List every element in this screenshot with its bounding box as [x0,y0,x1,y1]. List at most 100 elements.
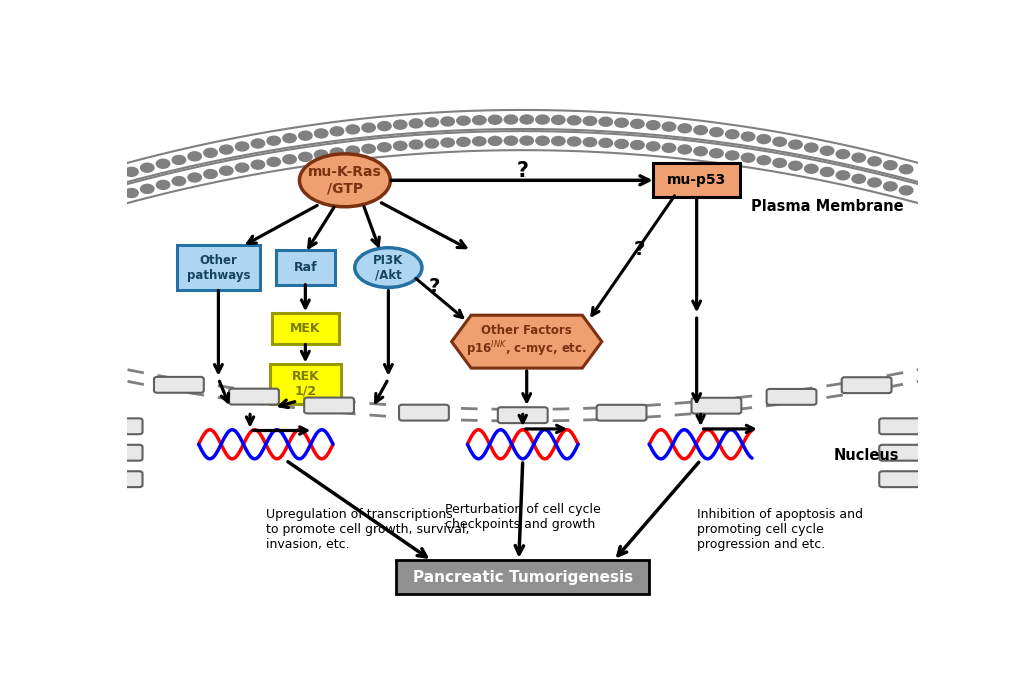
Circle shape [678,124,691,133]
Ellipse shape [355,248,422,287]
Circle shape [187,152,201,161]
FancyBboxPatch shape [176,245,260,290]
Circle shape [156,159,169,168]
Text: Pancreatic Tumorigenesis: Pancreatic Tumorigenesis [413,570,632,585]
Circle shape [709,128,722,137]
Circle shape [772,159,786,168]
Circle shape [646,121,659,130]
Circle shape [535,136,548,145]
Circle shape [882,161,896,170]
Circle shape [567,137,580,146]
Circle shape [172,155,185,164]
Circle shape [204,170,217,179]
Circle shape [409,140,422,149]
Circle shape [330,127,343,136]
Circle shape [851,174,864,183]
Circle shape [425,118,438,127]
Circle shape [551,115,565,124]
FancyBboxPatch shape [766,389,815,405]
Circle shape [187,173,201,182]
Circle shape [345,125,359,134]
Circle shape [804,143,817,152]
Circle shape [314,150,327,159]
FancyBboxPatch shape [395,560,649,594]
Circle shape [472,137,485,146]
Circle shape [345,146,359,155]
Circle shape [836,150,849,159]
Circle shape [330,148,343,157]
FancyBboxPatch shape [93,418,143,434]
Circle shape [741,132,754,141]
Circle shape [520,115,533,124]
Text: MEK: MEK [289,322,320,335]
Circle shape [583,117,596,126]
Circle shape [756,156,769,165]
Circle shape [788,161,801,170]
Text: Inhibition of apoptosis and
promoting cell cycle
progression and etc.: Inhibition of apoptosis and promoting ce… [696,508,862,551]
Circle shape [851,153,864,162]
FancyBboxPatch shape [878,471,928,487]
Text: Nucleus: Nucleus [834,448,899,463]
Text: mu-K-Ras
/GTP: mu-K-Ras /GTP [308,165,381,195]
Circle shape [472,115,485,124]
Circle shape [551,137,565,146]
Circle shape [377,122,390,131]
Circle shape [819,168,833,177]
Circle shape [693,126,706,135]
Circle shape [282,155,296,164]
Circle shape [867,178,880,187]
Circle shape [251,139,264,148]
Polygon shape [451,315,601,368]
FancyBboxPatch shape [841,377,891,393]
Circle shape [646,142,659,151]
FancyBboxPatch shape [497,407,547,423]
Circle shape [678,145,691,154]
FancyBboxPatch shape [691,398,741,414]
Text: ?: ? [634,240,645,258]
Circle shape [440,138,453,147]
Circle shape [267,136,280,145]
Circle shape [661,122,675,131]
Circle shape [583,137,596,146]
Circle shape [124,188,138,197]
Circle shape [440,117,453,126]
Circle shape [219,166,232,175]
Circle shape [630,141,643,150]
Circle shape [756,135,769,144]
Text: Plasma Membrane: Plasma Membrane [750,199,903,214]
Circle shape [235,163,249,172]
Circle shape [457,137,470,146]
Circle shape [693,147,706,156]
Circle shape [362,123,375,132]
Circle shape [393,120,407,129]
Text: Other Factors
p16$^{INK}$, c-myc, etc.: Other Factors p16$^{INK}$, c-myc, etc. [466,324,587,359]
Circle shape [836,171,849,180]
FancyBboxPatch shape [154,377,204,393]
Text: Other
pathways: Other pathways [186,254,250,282]
Circle shape [204,148,217,157]
FancyBboxPatch shape [93,471,143,487]
Circle shape [299,131,312,140]
Circle shape [488,115,501,124]
Circle shape [393,142,407,150]
Circle shape [377,143,390,152]
Circle shape [535,115,548,124]
Circle shape [614,139,628,148]
Circle shape [725,130,738,139]
Text: Perturbation of cell cycle
checkpoints and growth: Perturbation of cell cycle checkpoints a… [444,503,600,531]
Circle shape [882,182,896,191]
Circle shape [725,151,738,160]
Circle shape [630,120,643,128]
Circle shape [314,129,327,138]
Circle shape [172,177,185,185]
Circle shape [709,149,722,158]
FancyBboxPatch shape [229,389,278,405]
Circle shape [362,144,375,153]
Text: ?: ? [517,161,528,181]
Circle shape [661,144,675,153]
Circle shape [124,168,138,177]
Circle shape [867,157,880,166]
FancyBboxPatch shape [275,250,334,285]
Circle shape [282,134,296,143]
Circle shape [457,116,470,125]
